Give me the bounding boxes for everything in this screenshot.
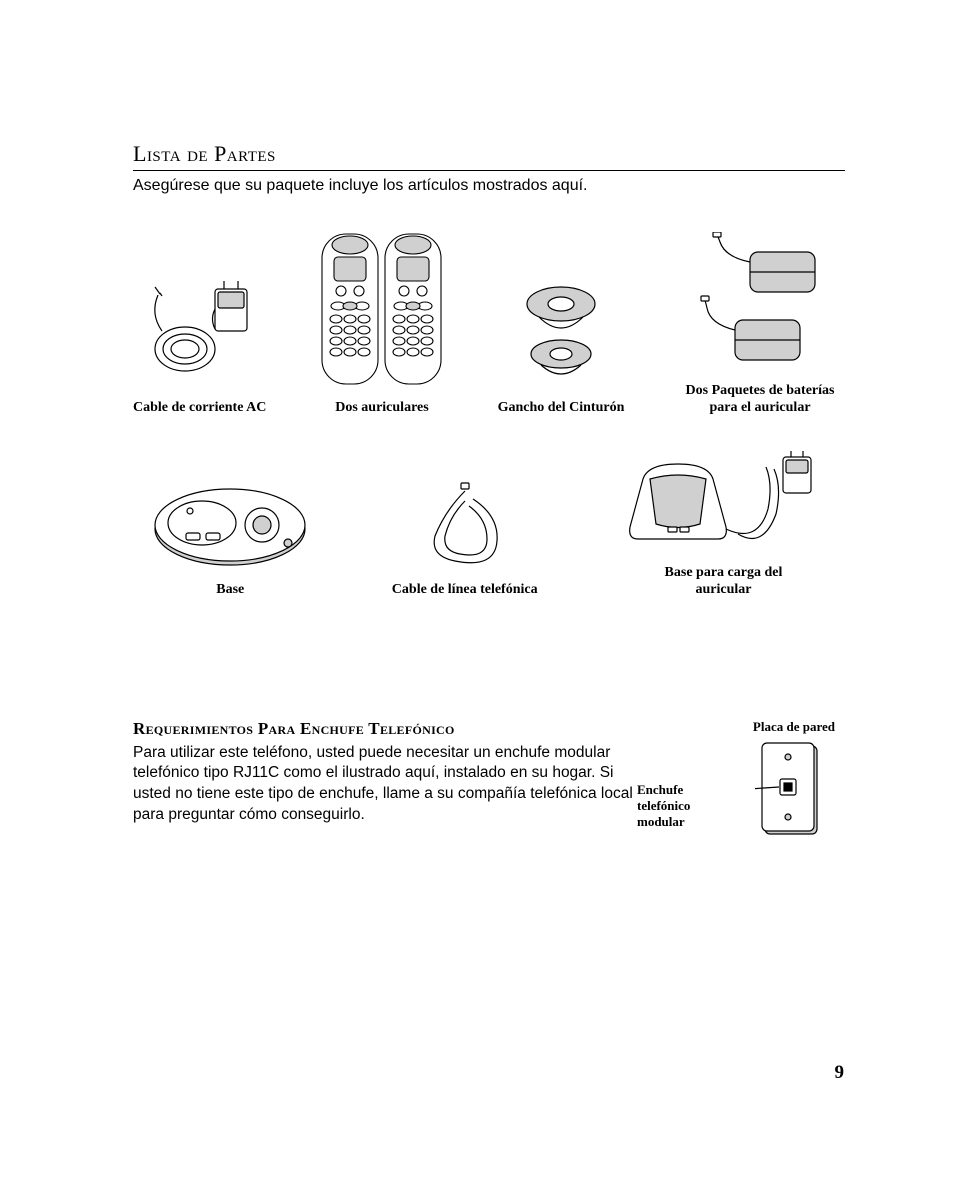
ac-adapter-icon: [140, 269, 260, 389]
battery-packs-icon: [695, 232, 825, 372]
modular-jack-label: Enchufe telefónico modular: [637, 782, 727, 831]
requirements-title: Requerimientos Para Enchufe Telefónico: [133, 719, 635, 739]
parts-row-1: Cable de corriente AC: [133, 229, 845, 417]
part-phone-line: Cable de línea telefónica: [367, 481, 561, 599]
wallplate-icon: [755, 741, 825, 841]
batteries-caption: Dos Paquetes de baterías para el auricul…: [675, 382, 845, 417]
part-charger: Base para carga del auricular: [602, 449, 845, 599]
page-number: 9: [835, 1062, 845, 1084]
ac-cable-caption: Cable de corriente AC: [133, 399, 266, 417]
part-belt-clip: Gancho del Cinturón: [498, 269, 625, 417]
parts-row-2: Base Cable de línea telefónica: [133, 449, 845, 599]
intro-text: Asegúrese que su paquete incluye los art…: [133, 177, 845, 195]
two-handsets-icon: [317, 229, 447, 389]
page-title: Lista de Partes: [133, 141, 845, 171]
base-unit-icon: [150, 481, 310, 571]
wallplate-label: Placa de pared: [753, 719, 835, 735]
phone-cord-icon: [415, 481, 515, 571]
part-handsets: Dos auriculares: [317, 229, 447, 417]
base-caption: Base: [216, 581, 244, 599]
part-ac-cable: Cable de corriente AC: [133, 269, 266, 417]
section-requirements: Requerimientos Para Enchufe Telefónico P…: [133, 719, 845, 859]
charger-base-icon: [618, 449, 828, 554]
belt-clip-icon: [511, 269, 611, 389]
handsets-caption: Dos auriculares: [335, 399, 428, 417]
requirements-body: Para utilizar este teléfono, usted puede…: [133, 743, 633, 827]
part-base: Base: [133, 481, 327, 599]
phone-line-caption: Cable de línea telefónica: [392, 581, 538, 599]
part-batteries: Dos Paquetes de baterías para el auricul…: [675, 232, 845, 417]
belt-clip-caption: Gancho del Cinturón: [498, 399, 625, 417]
wallplate-diagram: Placa de pared Enchufe telefónico modula…: [665, 719, 845, 859]
charger-caption: Base para carga del auricular: [638, 564, 808, 599]
